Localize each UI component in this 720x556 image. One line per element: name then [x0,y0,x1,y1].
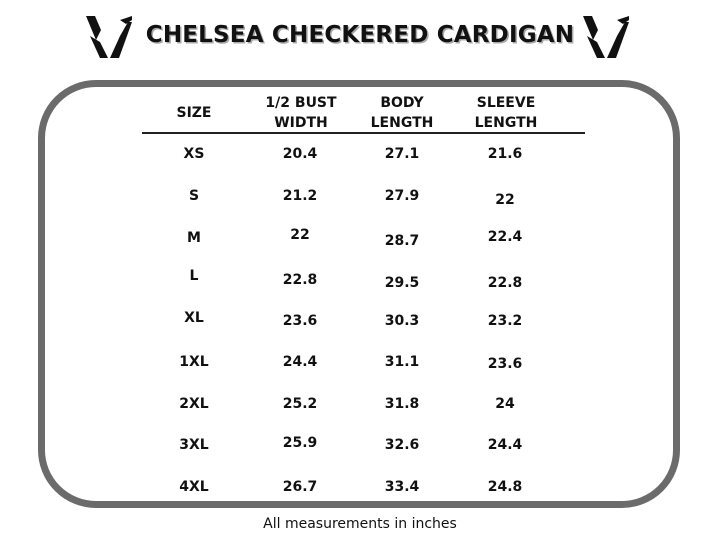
cell-bust: 25.9 [282,435,318,451]
cell-bust: 22.8 [282,272,318,288]
cell-bust: 26.7 [282,479,318,495]
cell-body: 32.6 [384,437,420,453]
cell-size: XL [184,310,204,326]
column-header-size: SIZE [166,103,222,123]
cell-sleeve: 22 [495,192,515,208]
cell-bust: 24.4 [282,354,318,370]
cell-body: 28.7 [384,233,420,249]
cell-bust: 22 [290,227,310,243]
page-title: CHELSEA CHECKERED CARDIGAN [145,22,575,48]
cell-size: 3XL [179,437,209,453]
header-divider [142,132,585,134]
cell-sleeve: 24.8 [487,479,523,495]
cell-bust: 23.6 [282,313,318,329]
cell-size: L [189,268,199,284]
cell-bust: 21.2 [282,188,318,204]
footnote: All measurements in inches [263,516,457,532]
cell-size: M [187,230,201,246]
column-header-body-length: BODY LENGTH [362,93,442,133]
column-header-body-line2: LENGTH [370,115,434,131]
column-header-bust-line1: 1/2 BUST [265,95,337,111]
cell-sleeve: 22.4 [487,229,523,245]
cell-bust: 20.4 [282,146,318,162]
column-header-sleeve-length: SLEEVE LENGTH [466,93,546,133]
cell-size: XS [183,146,205,162]
cell-body: 30.3 [384,313,420,329]
cell-sleeve: 23.6 [487,356,523,372]
cell-size: S [188,188,200,204]
cell-sleeve: 23.2 [487,313,523,329]
cell-sleeve: 24.4 [487,437,523,453]
cell-sleeve: 24 [495,396,515,412]
column-header-size-label: SIZE [176,105,212,121]
cell-body: 29.5 [384,275,420,291]
header: CHELSEA CHECKERED CARDIGAN [0,0,720,80]
cell-sleeve: 22.8 [487,275,523,291]
v-monogram-logo-icon [583,16,629,58]
cell-body: 27.9 [384,188,420,204]
size-chart-frame [38,80,680,508]
cell-body: 33.4 [384,479,420,495]
column-header-body-line1: BODY [380,95,424,111]
v-monogram-logo-icon [86,16,132,58]
cell-sleeve: 21.6 [487,146,523,162]
column-header-bust-line2: WIDTH [274,115,328,131]
cell-body: 27.1 [384,146,420,162]
column-header-sleeve-line2: LENGTH [474,115,538,131]
cell-bust: 25.2 [282,396,318,412]
cell-size: 4XL [179,479,209,495]
column-header-sleeve-line1: SLEEVE [476,95,536,111]
cell-size: 2XL [179,396,209,412]
cell-body: 31.8 [384,396,420,412]
cell-body: 31.1 [384,354,420,370]
cell-size: 1XL [179,354,209,370]
column-header-bust: 1/2 BUST WIDTH [258,93,344,133]
